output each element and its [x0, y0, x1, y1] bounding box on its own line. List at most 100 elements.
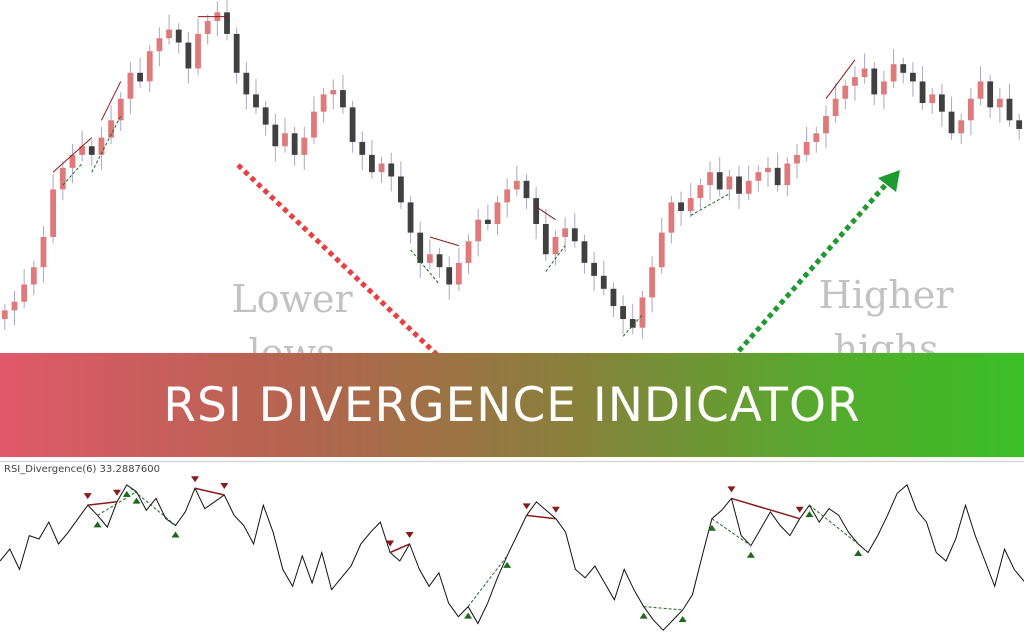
bearish-divergence-line: [100, 81, 122, 121]
bullish-candle: [890, 64, 897, 82]
bullish-candle: [494, 202, 501, 224]
higher-highs-trend-arrow: [713, 180, 890, 380]
bearish-candle: [1006, 98, 1013, 121]
rsi-indicator-pane: RSI_Divergence(6) 33.2887600: [0, 461, 1024, 641]
bullish-divergence-line: [545, 245, 566, 272]
bearish-candle: [620, 306, 626, 320]
bearish-candle: [436, 254, 443, 268]
bullish-candle: [40, 236, 47, 268]
rsi-bearish-divergence-line: [526, 514, 556, 520]
bullish-candle: [958, 120, 965, 134]
bullish-candle: [823, 116, 829, 134]
rsi-bullish-divergence-line: [97, 491, 137, 516]
bearish-candle: [938, 94, 945, 112]
bearish-candle: [446, 267, 453, 285]
bearish-candle: [571, 228, 578, 242]
rsi-bearish-marker: [727, 486, 736, 493]
bullish-candle: [861, 68, 868, 78]
rsi-indicator-label: RSI_Divergence(6) 33.2887600: [4, 464, 161, 475]
bearish-divergence-line: [429, 236, 460, 247]
bearish-candle: [774, 167, 781, 186]
bullish-divergence-line: [91, 115, 122, 173]
bearish-candle: [581, 241, 588, 263]
bullish-candle: [697, 185, 704, 199]
bullish-candle: [330, 90, 337, 95]
higher-highs-arrowhead: [878, 170, 900, 192]
bearish-candle: [736, 176, 742, 194]
bullish-candle: [195, 33, 201, 69]
bullish-candle: [649, 267, 655, 298]
rsi-bullish-divergence-line: [711, 518, 752, 547]
rsi-bearish-marker: [405, 532, 414, 539]
rsi-bullish-marker: [746, 551, 755, 558]
bearish-candle: [523, 180, 530, 199]
bullish-candle: [658, 232, 665, 268]
bullish-candle: [881, 81, 887, 95]
bearish-candle: [262, 107, 269, 125]
rsi-bullish-divergence-line: [809, 504, 859, 545]
bullish-divergence-line: [410, 249, 440, 285]
rsi-bearish-marker: [386, 540, 395, 547]
rsi-bullish-divergence-line: [467, 555, 508, 607]
bullish-candle: [98, 137, 105, 155]
bearish-divergence-line: [52, 137, 93, 173]
bearish-candle: [871, 68, 878, 95]
bullish-candle: [513, 180, 520, 190]
bullish-candle: [996, 98, 1003, 108]
rsi-bearish-marker: [191, 476, 200, 483]
bullish-candle: [755, 172, 762, 181]
bullish-candle: [156, 38, 163, 52]
bearish-candle: [388, 163, 395, 177]
bearish-candle: [948, 111, 955, 134]
bearish-candle: [629, 319, 636, 328]
bearish-candle: [716, 172, 723, 190]
bearish-candle: [417, 232, 424, 263]
higher-highs-line-1: Higher: [818, 273, 954, 317]
rsi-bullish-marker: [171, 531, 180, 538]
bullish-candle: [842, 85, 849, 99]
bearish-candle: [398, 176, 404, 203]
bullish-candle: [504, 189, 511, 203]
bearish-candle: [407, 202, 414, 233]
bullish-candle: [30, 267, 37, 285]
rsi-bullish-marker: [805, 511, 814, 518]
bullish-candle: [455, 262, 462, 285]
bullish-candle: [784, 163, 791, 186]
bearish-candle: [272, 124, 279, 147]
bullish-candle: [745, 180, 752, 194]
bullish-candle: [726, 176, 733, 190]
rsi-bearish-marker: [220, 483, 229, 490]
bullish-candle: [311, 111, 317, 138]
bullish-candle: [117, 98, 124, 121]
bullish-candle: [803, 141, 810, 155]
rsi-bearish-divergence-line: [731, 497, 800, 520]
bullish-candle: [765, 167, 771, 173]
bullish-candle: [426, 254, 433, 263]
bullish-candle: [794, 154, 800, 164]
bearish-candle: [137, 72, 143, 82]
banner-title: RSI DIVERGENCE INDICATOR: [163, 377, 861, 433]
bearish-divergence-line: [825, 59, 856, 100]
bearish-candle: [88, 146, 95, 155]
bearish-divergence-line: [535, 206, 556, 221]
bullish-candle: [21, 284, 28, 302]
bearish-candle: [600, 275, 607, 289]
bearish-candle: [910, 72, 916, 82]
bearish-candle: [233, 33, 240, 73]
rsi-bullish-marker: [678, 615, 687, 622]
rsi-bearish-divergence-line: [194, 487, 225, 496]
bullish-candle: [282, 133, 288, 147]
bullish-candle: [69, 154, 76, 168]
bullish-candle: [465, 241, 472, 263]
rsi-bullish-marker: [639, 612, 648, 619]
bullish-candle: [552, 236, 559, 255]
bearish-candle: [919, 81, 926, 104]
bearish-candle: [1016, 120, 1023, 129]
bullish-candle: [668, 202, 675, 233]
bullish-candle: [929, 94, 936, 104]
bullish-candle: [852, 77, 858, 86]
rsi-bullish-marker: [503, 561, 512, 568]
rsi-bullish-marker: [854, 550, 863, 557]
lower-lows-line-1: Lower: [231, 277, 353, 321]
bearish-candle: [349, 107, 356, 142]
